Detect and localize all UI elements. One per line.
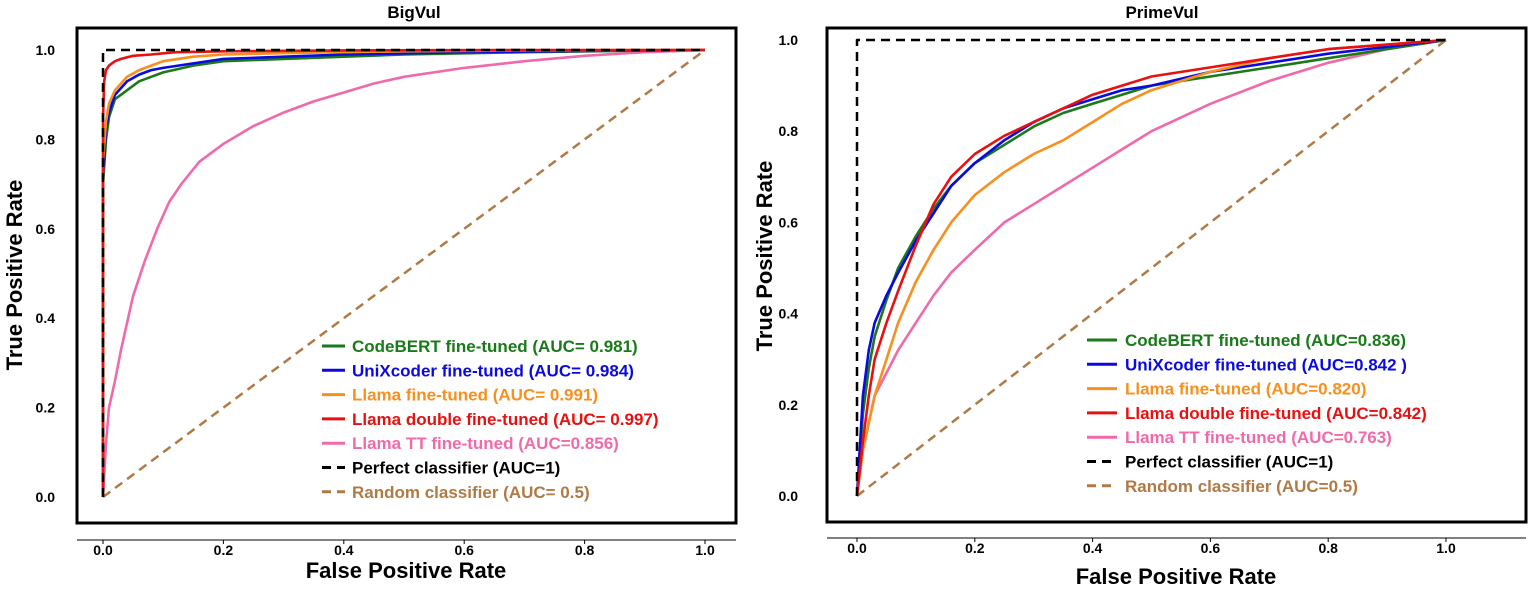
- series-line: [102, 48, 706, 499]
- y-tick-labels: 0.0 0.2 0.4 0.6 0.8 1.0: [779, 32, 799, 504]
- x-axis-label: False Positive Rate: [306, 558, 507, 583]
- y-axis-label: True Positive Rate: [2, 180, 27, 371]
- roc-curves: [855, 38, 1447, 497]
- roc-curves: [101, 48, 706, 499]
- x-tick-label: 0.4: [1083, 540, 1103, 556]
- plot-frame: [75, 26, 738, 525]
- legend-entry: Perfect classifier (AUC=1): [352, 459, 560, 478]
- x-tick-label: 0.6: [454, 542, 474, 558]
- series-line: [101, 48, 706, 497]
- y-tick-label: 1.0: [779, 32, 799, 48]
- legend-entry: Random classifier (AUC= 0.5): [352, 483, 590, 502]
- x-tick-label: 0.2: [965, 540, 985, 556]
- bigvul-chart: BigVul 0.0 0.2 0.4 0.6 0.8 1.0 0.00.20.40.60.…: [2, 3, 738, 583]
- y-tick-label: 0.2: [779, 397, 799, 413]
- series-line: [855, 38, 1446, 496]
- chart-title: PrimeVul: [1125, 3, 1198, 22]
- legend-entry: CodeBERT fine-tuned (AUC= 0.981): [352, 337, 638, 356]
- series-line: [101, 48, 705, 497]
- primevul-chart: PrimeVul 0.0 0.2 0.4 0.6 0.8 1.0 0.0 0.2 0.4 0.6…: [752, 3, 1528, 589]
- legend-entry: Random classifier (AUC=0.5): [1125, 477, 1358, 496]
- series-line: [855, 38, 1447, 497]
- legend-entry: Llama double fine-tuned (AUC= 0.997): [352, 410, 659, 429]
- y-tick-label: 1.0: [36, 42, 56, 58]
- x-tick-label: 0.8: [575, 542, 595, 558]
- legend-entry: UniXcoder fine-tuned (AUC= 0.984): [352, 361, 634, 380]
- y-tick-label: 0.0: [779, 488, 799, 504]
- series-line: [855, 38, 1447, 497]
- series-line: [101, 48, 706, 497]
- x-tick-labels: 0.0 0.2 0.4 0.6 0.8 1.0: [847, 538, 1456, 556]
- x-tick-label: 0.6: [1201, 540, 1221, 556]
- series-line: [855, 38, 1447, 497]
- legend-entry: UniXcoder fine-tuned (AUC=0.842 ): [1125, 355, 1407, 374]
- y-tick-labels: 0.0 0.2 0.4 0.6 0.8 1.0: [36, 42, 56, 505]
- x-tick-label: 0.4: [334, 542, 354, 558]
- legend-entry: Perfect classifier (AUC=1): [1125, 453, 1333, 472]
- legend-entry: Llama fine-tuned (AUC=0.820): [1125, 380, 1366, 399]
- y-tick-label: 0.6: [36, 221, 56, 237]
- y-tick-label: 0.8: [36, 131, 56, 147]
- y-tick-label: 0.0: [36, 489, 56, 505]
- legend-entry: Llama TT fine-tuned (AUC=0.763): [1125, 428, 1392, 447]
- y-tick-label: 0.4: [779, 306, 799, 322]
- y-tick-label: 0.8: [779, 123, 799, 139]
- x-tick-label: 0.8: [1318, 540, 1338, 556]
- series-line: [856, 39, 1447, 497]
- legend-entry: Llama TT fine-tuned (AUC=0.856): [352, 434, 619, 453]
- legend-entry: CodeBERT fine-tuned (AUC=0.836): [1125, 331, 1406, 350]
- x-axis-label: False Positive Rate: [1076, 564, 1277, 589]
- series-line: [855, 38, 1447, 497]
- series-line: [855, 38, 1447, 497]
- legend: CodeBERT fine-tuned (AUC=0.836) UniXcoder…: [1087, 331, 1427, 496]
- y-tick-label: 0.2: [36, 400, 56, 416]
- x-tick-label: 1.0: [1436, 540, 1456, 556]
- y-tick-label: 0.6: [779, 214, 799, 230]
- legend-entry: Llama fine-tuned (AUC= 0.991): [352, 386, 598, 405]
- y-tick-label: 0.4: [36, 310, 56, 326]
- series-line: [101, 48, 706, 498]
- x-tick-label: 1.0: [695, 542, 715, 558]
- x-tick-label: 0.0: [93, 542, 113, 558]
- x-tick-label: 0.0: [847, 540, 867, 556]
- plot-frame: [825, 26, 1528, 524]
- legend: CodeBERT fine-tuned (AUC= 0.981) UniXcode…: [322, 337, 659, 502]
- chart-title: BigVul: [387, 3, 440, 22]
- x-tick-label: 0.2: [214, 542, 234, 558]
- x-tick-labels: 0.0 0.2 0.4 0.6 0.8 1.0: [93, 540, 715, 558]
- legend-entry: Llama double fine-tuned (AUC=0.842): [1125, 404, 1427, 423]
- y-axis-label: True Positive Rate: [752, 161, 777, 352]
